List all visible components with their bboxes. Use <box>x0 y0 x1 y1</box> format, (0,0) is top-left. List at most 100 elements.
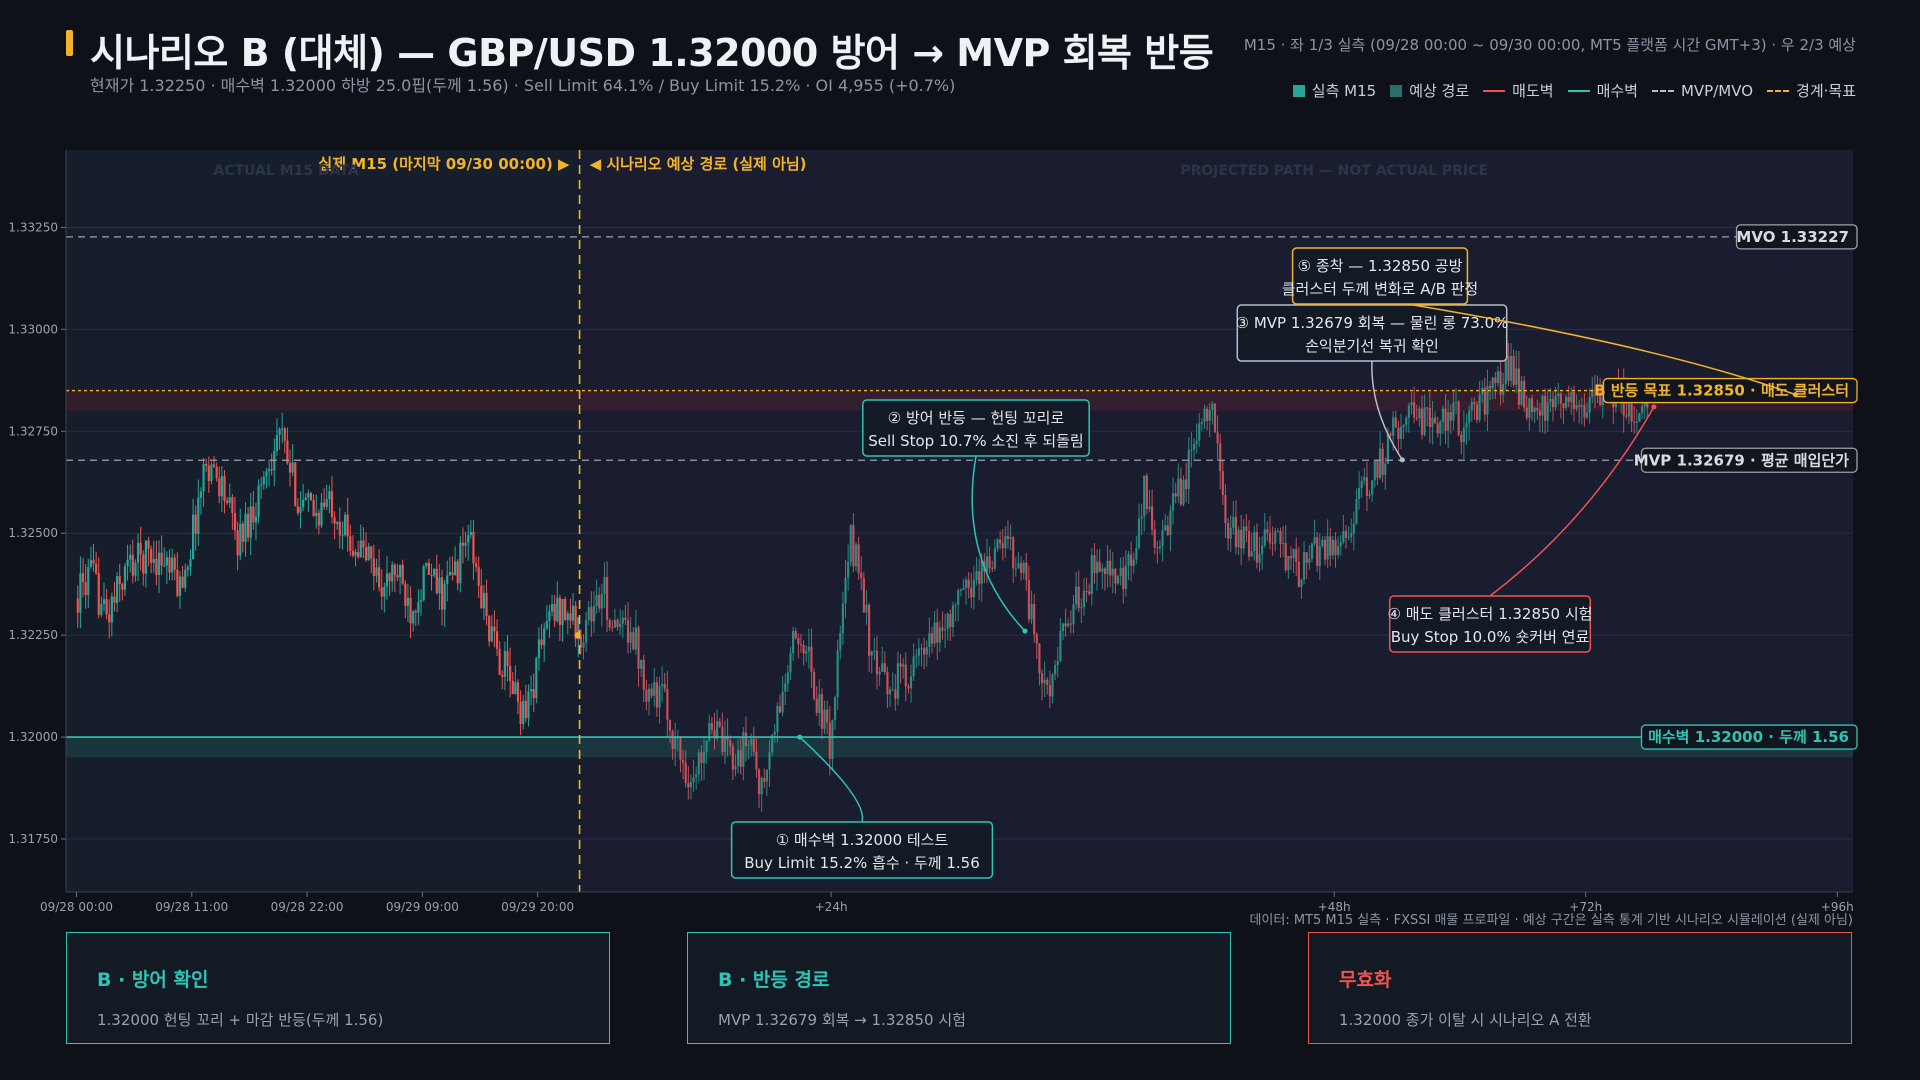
candle-body <box>84 582 87 595</box>
card-rebound-path: B · 반등 경로 MVP 1.32679 회복 → 1.32850 시험 <box>687 932 1231 1044</box>
candle-body <box>1520 380 1523 405</box>
candle-body <box>671 730 674 749</box>
candle-body <box>275 434 279 451</box>
candle-body <box>1127 554 1130 566</box>
candle-body <box>936 622 939 643</box>
candle-body <box>482 592 486 609</box>
candle-body <box>163 565 166 567</box>
candle-body <box>1640 406 1644 414</box>
xtick-label: 09/29 09:00 <box>386 900 459 914</box>
candle-body <box>949 613 952 628</box>
candle-body <box>76 598 79 613</box>
candle-body <box>1431 417 1434 427</box>
candle-body <box>1525 407 1528 418</box>
candle-body <box>1098 561 1101 572</box>
candle-body <box>469 531 472 536</box>
candle-body <box>655 682 658 708</box>
annotation-text: ④ 매도 클러스터 1.32850 시험 <box>1388 605 1593 623</box>
xtick-label: +96h <box>1821 900 1854 914</box>
annotation-arrow-head <box>797 734 803 740</box>
candle-body <box>1441 408 1445 422</box>
candle-body <box>642 660 645 690</box>
candle-body <box>1475 404 1479 421</box>
candle-body <box>1583 405 1586 418</box>
annotation-box <box>730 821 994 879</box>
candle-body <box>440 577 444 610</box>
ytick-label: 1.32500 <box>8 526 58 540</box>
candle-body <box>267 469 271 472</box>
candle-body <box>1101 568 1104 572</box>
candle-body <box>1363 477 1366 481</box>
candle-body <box>433 568 436 576</box>
candle-body <box>792 630 795 654</box>
title-bar: 시나리오 B (대체) — GBP/USD 1.32000 방어 → MVP 회… <box>66 22 1856 112</box>
levels: MVO 1.33227 B 반등 목표 1.32850 · 매도 클러스터 MVP … <box>66 150 1858 892</box>
candle-body <box>1135 547 1138 560</box>
candle-body <box>831 720 834 759</box>
candle-body <box>1033 603 1036 635</box>
annotation-text: 손익분기선 복귀 확인 <box>1305 337 1439 355</box>
legend-swatch <box>1483 89 1506 92</box>
candle-body <box>443 583 446 610</box>
candle-body <box>199 491 203 498</box>
candle-body <box>1567 396 1570 402</box>
candle-body <box>244 513 247 542</box>
candle-body <box>1386 433 1390 464</box>
candle-body <box>697 752 700 775</box>
candle-body <box>320 502 323 526</box>
candle-body <box>197 497 200 534</box>
candle-body <box>485 592 488 617</box>
candle-body <box>1245 526 1248 532</box>
candle-body <box>95 563 98 574</box>
candle-body <box>451 572 454 575</box>
candle-body <box>1494 377 1497 384</box>
candle-body <box>1465 422 1468 428</box>
candle-body <box>540 639 543 646</box>
candle-body <box>1195 440 1198 444</box>
candle-body <box>1418 408 1421 418</box>
candle-body <box>1274 530 1277 544</box>
candle-body <box>760 777 763 795</box>
candle-body <box>1124 565 1127 590</box>
candle-body <box>1402 424 1405 427</box>
candle-body <box>448 572 451 576</box>
candle-body <box>1439 421 1442 434</box>
candle-body <box>849 525 852 562</box>
candle-body <box>619 623 622 627</box>
annotation-text: ② 방어 반등 — 헌팅 꼬리로 <box>888 409 1065 427</box>
candle-body <box>1541 395 1544 416</box>
candle-body <box>89 559 92 567</box>
candle-body <box>1088 591 1091 594</box>
candle-body <box>165 557 168 566</box>
xtick-label: 09/28 00:00 <box>40 900 113 914</box>
candle-body <box>218 478 221 497</box>
candle-body <box>1185 479 1188 490</box>
candle-body <box>695 774 698 778</box>
candle-body <box>338 521 341 536</box>
candle-body <box>1051 674 1054 697</box>
candle-body <box>839 633 842 651</box>
candle-body <box>1331 539 1334 556</box>
candle-body <box>972 579 976 598</box>
candle-body <box>1423 407 1426 435</box>
actual-watermark: ACTUAL M15 DATA <box>214 163 359 179</box>
candle-body <box>299 507 302 513</box>
candle-body <box>341 534 344 536</box>
candle-body <box>718 721 721 727</box>
candle-body <box>1368 494 1371 496</box>
candle-body <box>1169 510 1172 535</box>
candle-body <box>1460 434 1463 442</box>
candle-body <box>102 599 106 604</box>
candle-body <box>1420 408 1424 435</box>
candle-body <box>938 627 941 643</box>
candle-body <box>173 557 176 570</box>
candle-body <box>1279 530 1282 544</box>
candle-body <box>1038 643 1041 674</box>
candle-body <box>1242 526 1245 549</box>
candle-body <box>1578 405 1581 407</box>
card-body: 1.32000 헌팅 꼬리 + 마감 반등(두께 1.56) <box>97 1011 384 1029</box>
candle-body <box>472 531 475 564</box>
candle-body <box>930 633 934 644</box>
candle-body <box>425 562 428 566</box>
card-invalidation: 무효화 1.32000 종가 이탈 시 시나리오 A 전환 <box>1308 932 1852 1044</box>
